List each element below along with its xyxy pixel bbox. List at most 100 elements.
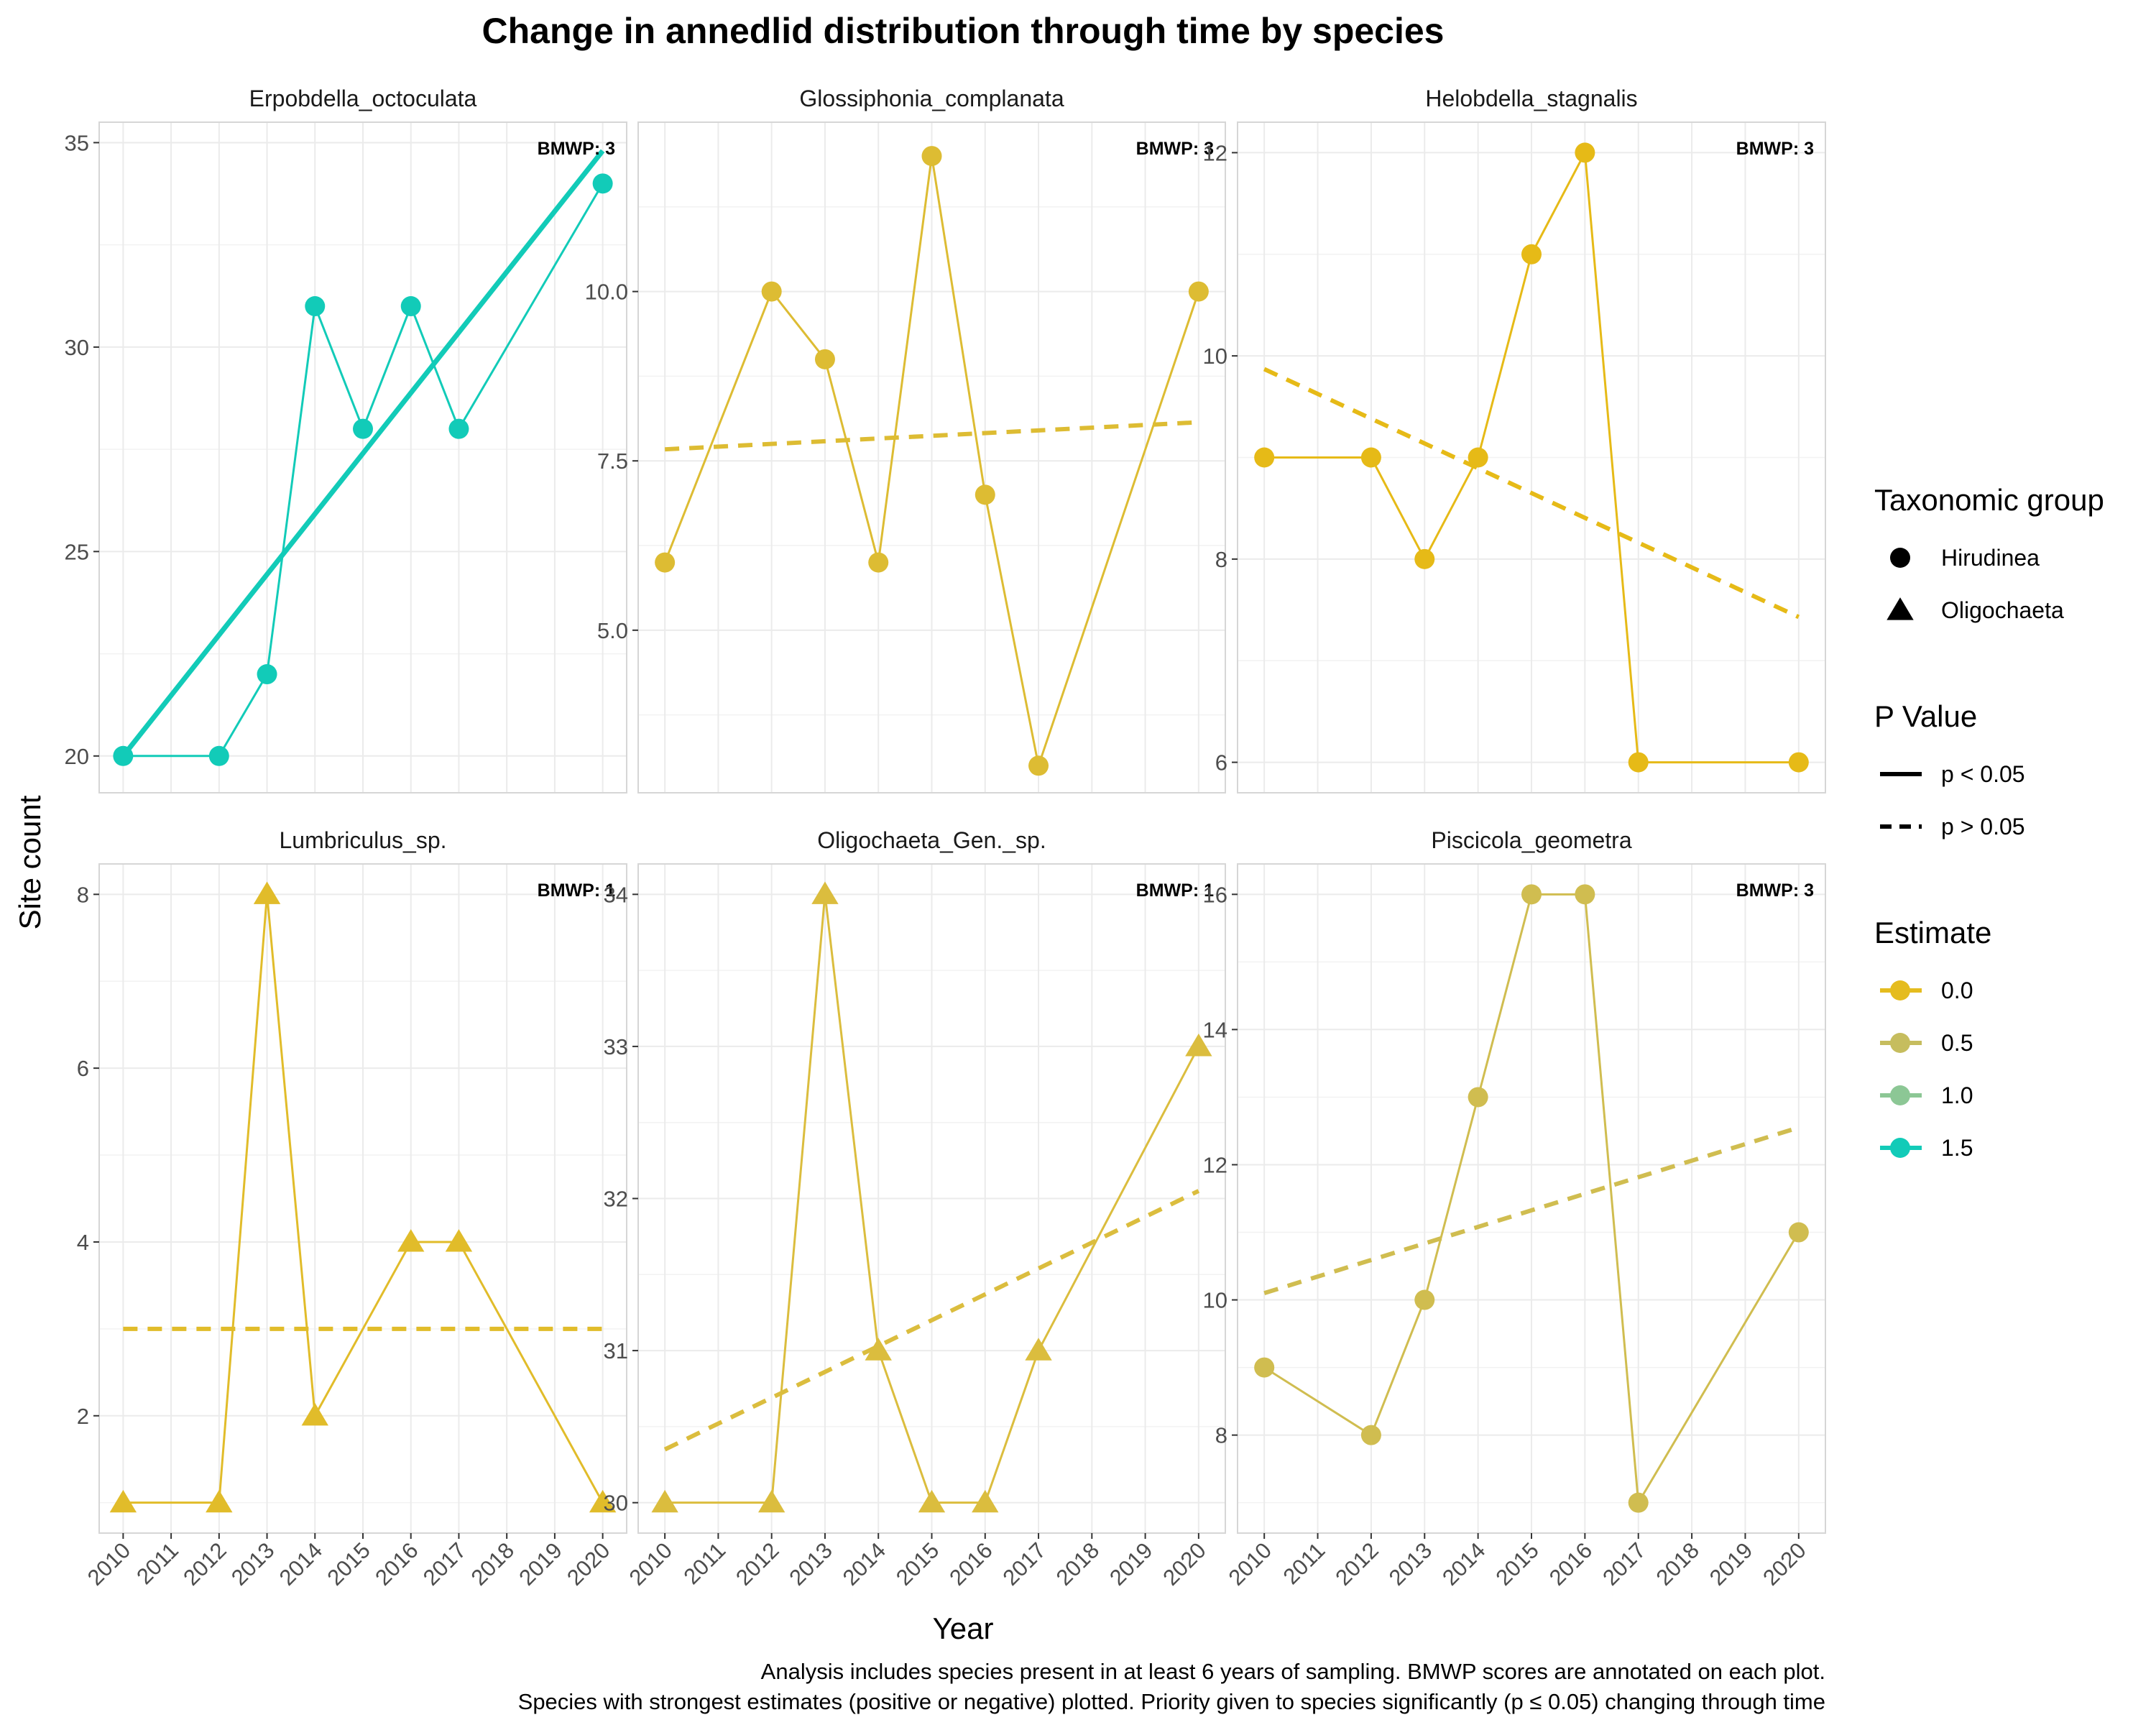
data-point <box>305 296 326 317</box>
y-tick-label: 8 <box>1215 1423 1227 1448</box>
series-line <box>663 155 1200 770</box>
data-point <box>865 1338 892 1361</box>
chart-title: Change in annedlid distribution through … <box>482 11 1445 51</box>
y-tick-label: 10 <box>1203 344 1227 369</box>
x-tick-label: 2015 <box>322 1537 375 1591</box>
x-tick-label: 2016 <box>370 1537 423 1591</box>
legend-title-estimate: Estimate <box>1874 916 1991 949</box>
bmwp-annotation: BMWP: 3 <box>1136 139 1214 159</box>
legend-label: Hirudinea <box>1941 545 2040 571</box>
y-tick-label: 31 <box>604 1338 628 1363</box>
data-point <box>1185 1034 1212 1057</box>
trend-line <box>1263 1125 1800 1296</box>
data-point <box>761 281 782 302</box>
y-axis-title: Site count <box>13 795 47 929</box>
data-point <box>589 1489 617 1513</box>
data-point <box>655 552 676 573</box>
data-point <box>1414 1289 1435 1310</box>
data-point <box>1468 1087 1488 1108</box>
y-tick-label: 25 <box>65 539 89 564</box>
legend-title-taxonomic-group: Taxonomic group <box>1874 483 2104 517</box>
x-tick-label: 2011 <box>1279 1537 1330 1589</box>
x-tick-label: 2017 <box>418 1537 471 1591</box>
data-point <box>1788 1222 1809 1243</box>
y-tick-label: 30 <box>65 335 89 360</box>
x-tick-label: 2011 <box>132 1537 183 1589</box>
x-tick-label: 2012 <box>1330 1537 1383 1591</box>
y-tick-label: 35 <box>65 130 89 155</box>
data-point <box>868 552 889 573</box>
series-line <box>665 894 1200 1504</box>
y-tick-label: 33 <box>604 1034 628 1059</box>
data-point <box>1028 755 1049 776</box>
series-line <box>123 183 604 758</box>
data-point <box>1575 142 1595 163</box>
data-point <box>651 1489 678 1513</box>
x-tick-label: 2019 <box>1105 1537 1158 1591</box>
panel-border <box>98 121 627 794</box>
data-point <box>400 296 421 317</box>
x-tick-label: 2014 <box>275 1537 328 1591</box>
data-point <box>208 745 229 766</box>
legend-key-circle <box>1890 980 1910 1000</box>
legend-label: p > 0.05 <box>1941 814 2025 840</box>
x-tick-label: 2018 <box>1051 1537 1105 1591</box>
data-point <box>1575 884 1595 905</box>
panel-border <box>1237 121 1826 794</box>
y-tick-label: 10.0 <box>585 280 628 305</box>
y-tick-label: 32 <box>604 1187 628 1212</box>
data-point <box>1628 752 1649 773</box>
data-point <box>1788 752 1809 773</box>
y-tick-label: 12 <box>1203 1152 1227 1177</box>
trend-line <box>121 149 605 758</box>
panel-Glossiphonia_complanata: Glossiphonia_complanata 5.0 7.5 10.0 BMWP: 3 <box>585 86 1226 794</box>
data-point <box>972 1489 999 1513</box>
data-point <box>918 1489 946 1513</box>
y-tick-label: 12 <box>1203 140 1227 165</box>
legend-label: Oligochaeta <box>1941 597 2064 623</box>
y-tick-label: 20 <box>65 744 89 769</box>
data-point <box>448 418 469 439</box>
x-tick-label: 2020 <box>1758 1537 1811 1591</box>
legend-key-triangle <box>1886 597 1914 620</box>
data-point <box>1254 447 1275 468</box>
trend-line <box>1263 367 1800 620</box>
data-point <box>1628 1492 1649 1513</box>
x-tick-label: 2013 <box>226 1537 280 1591</box>
legend-key-circle <box>1890 1033 1910 1053</box>
trend-line <box>664 420 1199 452</box>
data-point <box>811 881 839 904</box>
y-tick-label: 30 <box>604 1491 628 1516</box>
x-tick-label: 2010 <box>83 1537 136 1591</box>
y-tick-label: 16 <box>1203 882 1227 907</box>
x-tick-label: 2015 <box>891 1537 944 1591</box>
x-tick-label: 2016 <box>944 1537 998 1591</box>
data-point <box>1360 1425 1381 1445</box>
strip-label: Lumbriculus_sp. <box>280 827 447 853</box>
data-point <box>113 745 134 766</box>
data-point <box>445 1229 473 1252</box>
strip-label: Helobdella_stagnalis <box>1425 86 1637 111</box>
panel-border <box>637 121 1226 794</box>
data-point <box>814 349 835 369</box>
data-point <box>257 664 277 685</box>
legend-key-circle <box>1890 1085 1910 1105</box>
x-tick-label: 2017 <box>998 1537 1051 1591</box>
legend-key-circle <box>1890 1138 1910 1158</box>
x-tick-label: 2015 <box>1491 1537 1544 1591</box>
strip-label: Piscicola_geometra <box>1431 827 1631 853</box>
data-point <box>109 1489 137 1513</box>
y-tick-label: 6 <box>77 1056 89 1081</box>
data-point <box>592 173 613 194</box>
x-tick-label: 2016 <box>1544 1537 1598 1591</box>
x-tick-label: 2010 <box>625 1537 678 1591</box>
data-point <box>1521 884 1542 905</box>
trend-line <box>663 1189 1200 1452</box>
data-point <box>353 418 373 439</box>
bmwp-annotation: BMWP: 1 <box>538 880 615 901</box>
data-point <box>1025 1338 1052 1361</box>
legend-label: 0.5 <box>1941 1030 1973 1056</box>
